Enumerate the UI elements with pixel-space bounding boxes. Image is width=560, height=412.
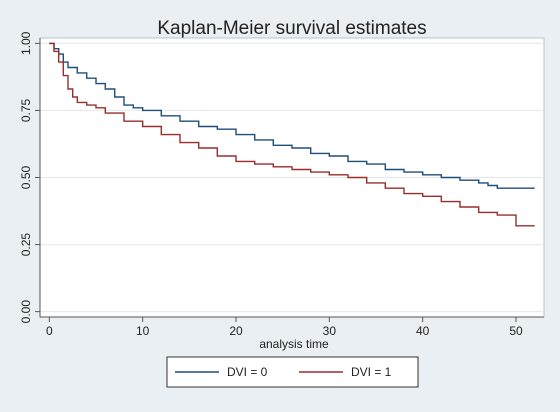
x-tick-label-2: 20 xyxy=(229,324,243,338)
x-tick-label-4: 40 xyxy=(416,324,430,338)
y-tick-label-1: 0.25 xyxy=(19,233,33,257)
chart-title: Kaplan-Meier survival estimates xyxy=(157,18,426,39)
y-tick-label-2: 0.50 xyxy=(19,165,33,189)
x-tick-label-3: 30 xyxy=(323,324,337,338)
x-tick-label-0: 0 xyxy=(46,324,53,338)
series-line-1 xyxy=(49,42,535,227)
y-tick-label-3: 0.75 xyxy=(19,98,33,122)
legend: DVI = 0 DVI = 1 xyxy=(166,356,419,388)
series-line-0 xyxy=(49,42,535,189)
legend-label-0: DVI = 0 xyxy=(227,365,268,379)
axes: 0.00 0.25 0.50 0.75 1.00 0 10 20 30 40 50 xyxy=(19,31,544,338)
y-tick-label-4: 1.00 xyxy=(19,31,33,55)
series-lines xyxy=(49,42,535,227)
x-tick-label-1: 10 xyxy=(136,324,150,338)
x-tick-label-5: 50 xyxy=(509,324,523,338)
legend-label-1: DVI = 1 xyxy=(351,365,392,379)
gridlines xyxy=(40,42,544,313)
y-tick-label-0: 0.00 xyxy=(19,300,33,324)
x-axis-label: analysis time xyxy=(259,337,329,351)
